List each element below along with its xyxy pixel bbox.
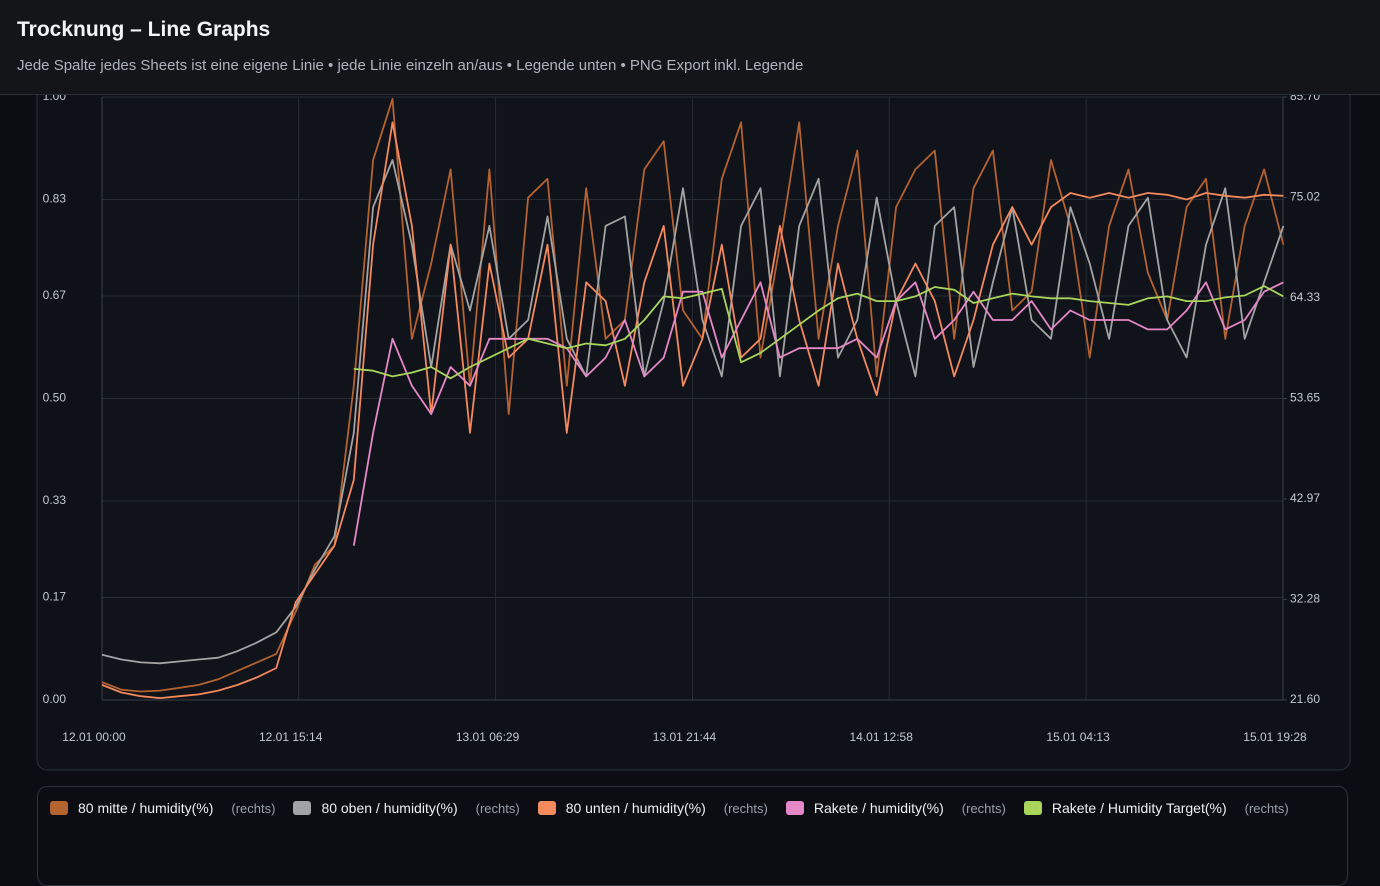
y2-tick-label: 53.65 bbox=[1290, 391, 1320, 405]
y-tick-label: 0.17 bbox=[43, 590, 67, 604]
y2-tick-label: 21.60 bbox=[1290, 692, 1320, 706]
y2-tick-label: 64.33 bbox=[1290, 290, 1320, 304]
legend-axis: (rechts) bbox=[231, 800, 276, 816]
legend-item[interactable]: Rakete / humidity(%) (rechts) bbox=[785, 800, 1006, 816]
legend-axis: (rechts) bbox=[475, 800, 520, 816]
legend-item[interactable]: 80 oben / humidity(%) (rechts) bbox=[293, 800, 520, 816]
x-tick-label: 14.01 12:58 bbox=[849, 730, 913, 744]
series-line bbox=[352, 281, 1284, 546]
title: Trocknung – Line Graphs bbox=[17, 18, 271, 41]
x-tick-label: 12.01 00:00 bbox=[62, 730, 126, 744]
legend-swatch bbox=[293, 801, 312, 815]
legend-item[interactable]: 80 mitte / humidity(%) (rechts) bbox=[50, 800, 275, 816]
legend-swatch bbox=[50, 801, 68, 815]
series-line bbox=[101, 98, 1285, 693]
x-tick-label: 13.01 21:44 bbox=[653, 730, 717, 744]
legend: 80 mitte / humidity(%) (rechts) 80 oben / … bbox=[37, 786, 1348, 886]
y-tick-label: 0.33 bbox=[43, 493, 67, 507]
legend-label: Rakete / humidity(%) bbox=[813, 800, 944, 816]
legend-label: 80 mitte / humidity(%) bbox=[78, 800, 214, 816]
y-tick-label: 0.67 bbox=[43, 288, 67, 302]
legend-label: 80 unten / humidity(%) bbox=[565, 800, 706, 816]
legend-axis: (rechts) bbox=[961, 800, 1006, 816]
x-tick-label: 15.01 04:13 bbox=[1046, 730, 1110, 744]
x-tick-label: 12.01 15:14 bbox=[259, 730, 323, 744]
legend-swatch bbox=[785, 801, 804, 815]
series-line bbox=[353, 285, 1284, 380]
y2-tick-label: 75.02 bbox=[1290, 190, 1320, 204]
chart: 0.000.170.330.500.670.831.0021.6032.2842… bbox=[36, 0, 1351, 771]
header: Trocknung – Line Graphs Jede Spalte jede… bbox=[0, 0, 1380, 95]
series-line bbox=[101, 159, 1285, 665]
y-tick-label: 0.50 bbox=[43, 391, 67, 405]
legend-swatch bbox=[537, 801, 556, 815]
series-line bbox=[101, 121, 1284, 699]
y2-tick-label: 32.28 bbox=[1290, 592, 1320, 606]
legend-item[interactable]: Rakete / Humidity Target(%) (rechts) bbox=[1023, 800, 1289, 816]
legend-label: Rakete / Humidity Target(%) bbox=[1051, 800, 1227, 816]
legend-swatch bbox=[1023, 801, 1042, 815]
legend-label: 80 oben / humidity(%) bbox=[321, 800, 458, 816]
legend-item[interactable]: 80 unten / humidity(%) (rechts) bbox=[537, 800, 768, 816]
x-tick-label: 13.01 06:29 bbox=[456, 730, 520, 744]
y-tick-label: 0.83 bbox=[43, 192, 67, 206]
y2-tick-label: 42.97 bbox=[1290, 491, 1320, 505]
subtitle: Jede Spalte jedes Sheets ist eine eigene… bbox=[17, 57, 804, 74]
legend-axis: (rechts) bbox=[1244, 800, 1289, 816]
y-tick-label: 0.00 bbox=[43, 692, 67, 706]
legend-axis: (rechts) bbox=[723, 800, 768, 816]
x-tick-label: 15.01 19:28 bbox=[1243, 730, 1307, 744]
